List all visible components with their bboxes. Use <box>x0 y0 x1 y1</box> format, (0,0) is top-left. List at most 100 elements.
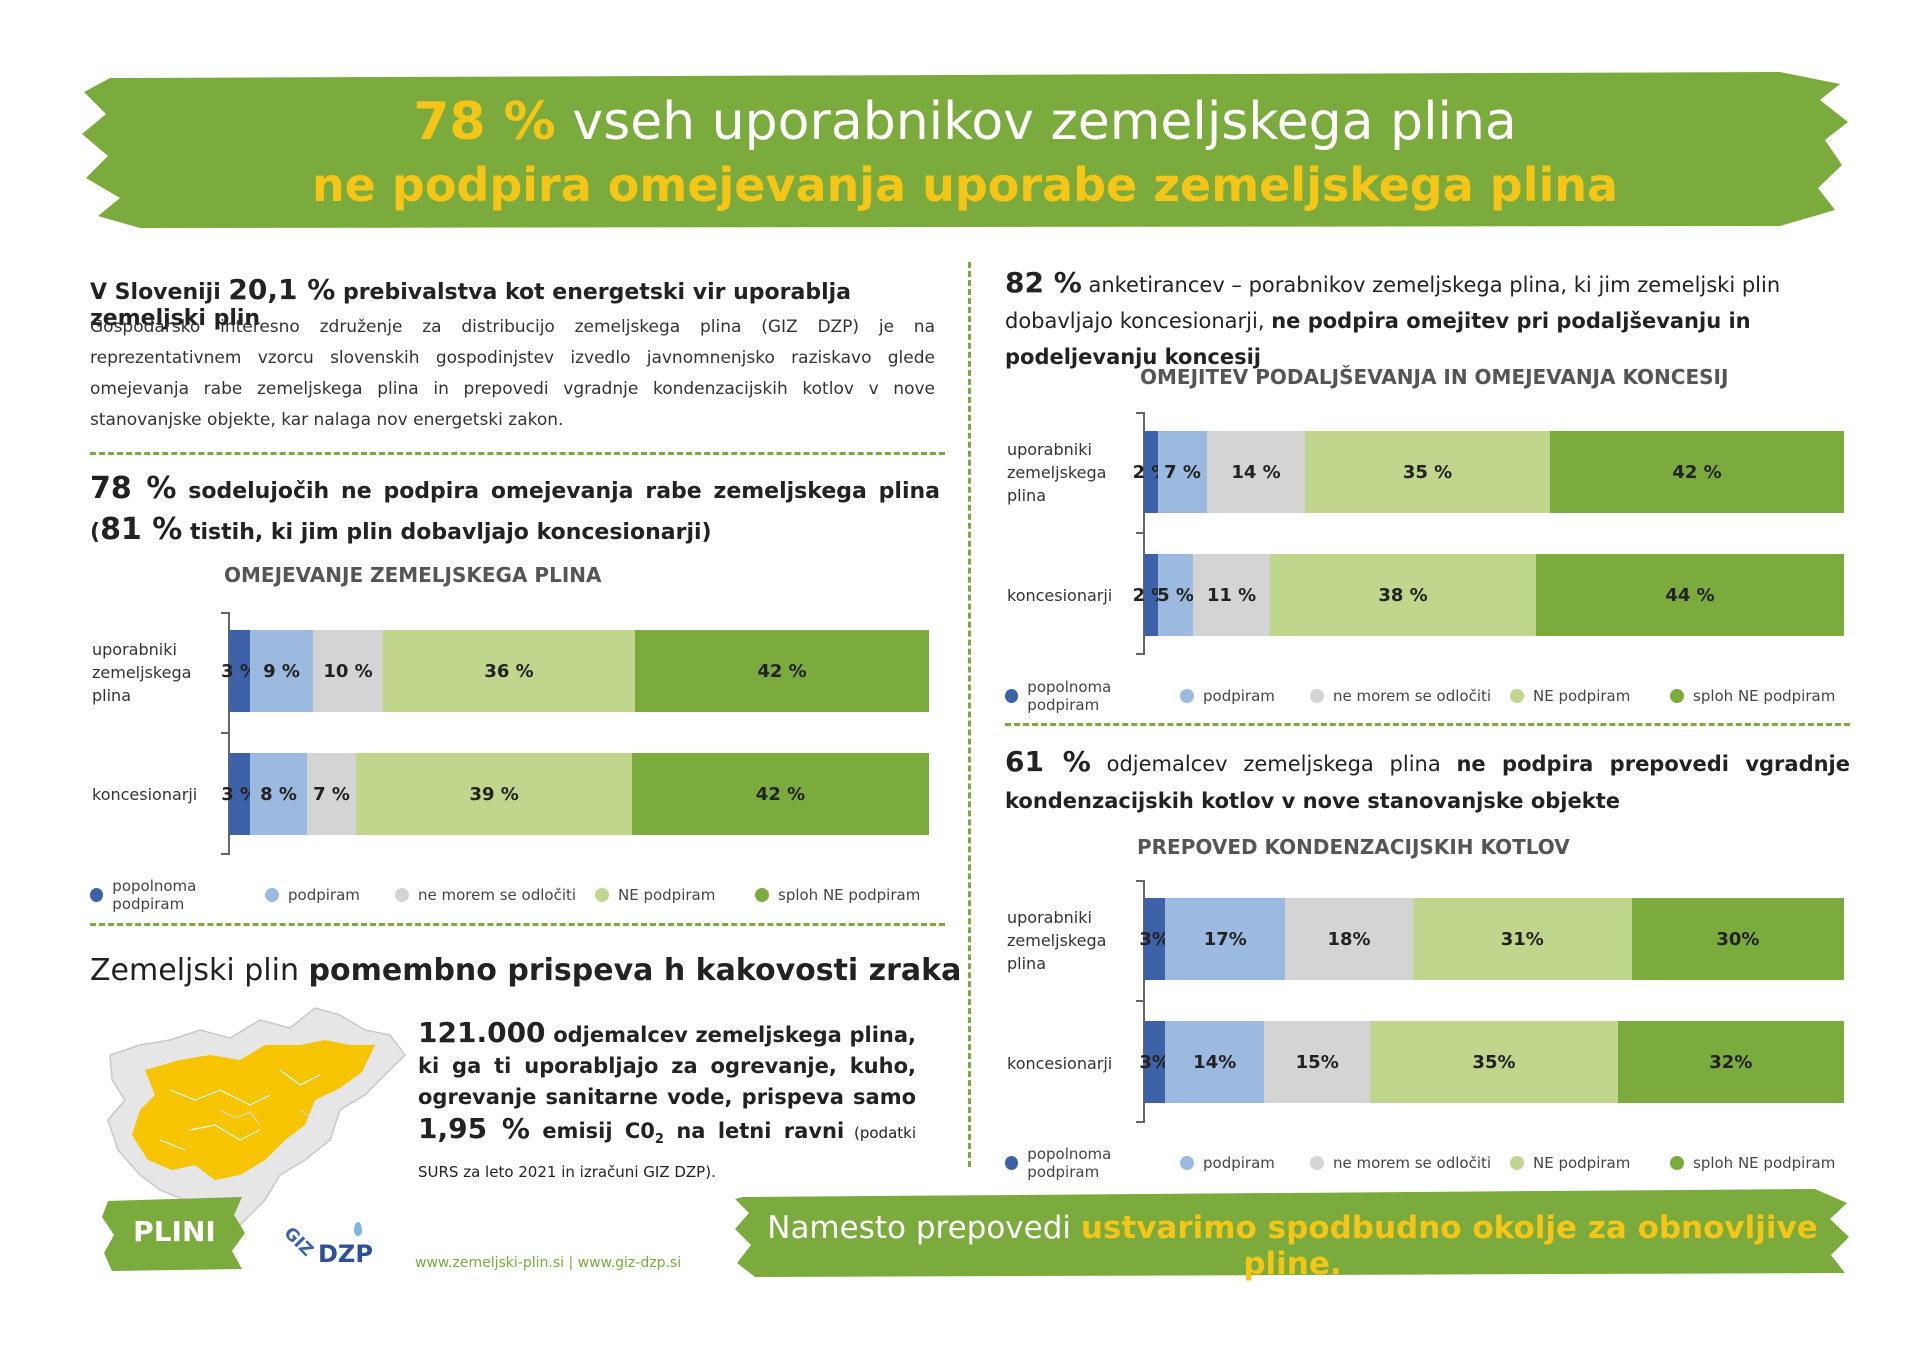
footer-brush-shape <box>735 1189 1849 1277</box>
website-links[interactable]: www.zemeljski-plin.si | www.giz-dzp.si <box>415 1255 682 1271</box>
air-source-note: (podatki SURS za leto 2021 in izračuni G… <box>418 1124 916 1182</box>
section2-number: 82 % <box>1005 266 1082 299</box>
legend-item: sploh NE podpiram <box>1670 1154 1840 1172</box>
legend-item: NE podpiram <box>595 886 755 904</box>
divider-left-1 <box>90 452 945 455</box>
chart3-bar-row-1: 3% 17% 18% 31% 30% <box>1139 898 1844 980</box>
legend-item: sploh NE podpiram <box>1670 687 1840 705</box>
chart1-title: OMEJEVANJE ZEMELJSKEGA PLINA <box>224 563 602 587</box>
legend-dot-icon <box>1310 689 1324 703</box>
legend-item: ne morem se odločiti <box>1310 1154 1510 1172</box>
chart2-row1-segment-5: 42 % <box>1550 431 1844 513</box>
section3-number: 61 % <box>1005 745 1091 778</box>
legend-dot-icon <box>1180 689 1194 703</box>
chart2-row2-segment-3: 11 % <box>1193 554 1270 636</box>
legend-label: ne morem se odločiti <box>1333 1154 1492 1172</box>
air-title: Zemeljski plin pomembno prispeva h kakov… <box>90 953 961 988</box>
flame-icon <box>354 1222 362 1236</box>
chart3-tick-2 <box>1136 1000 1144 1002</box>
legend-item: popolnoma podpiram <box>90 877 265 913</box>
air-subscript: 2 <box>654 1132 664 1148</box>
section2-bold: ne podpira omejitev pri podaljševanju in… <box>1005 309 1751 369</box>
air-text2: emisij C0 <box>529 1119 655 1143</box>
chart1-row2-segment-1: 3 % <box>221 753 258 835</box>
section2-text1: anketirancev – porabnikov zemeljskega pl… <box>1005 273 1781 333</box>
legend-label: popolnoma podpiram <box>112 877 197 913</box>
chart1-row-label-1: uporabniki zemeljskega plina <box>92 640 192 705</box>
chart2-row-label-2: koncesionarji <box>1007 586 1113 605</box>
section1-number2: 81 % <box>100 512 183 547</box>
air-number2: 1,95 % <box>418 1112 530 1145</box>
chart2-tick-2 <box>1136 532 1144 534</box>
legend-label: popolnoma podpiram <box>1027 1145 1112 1181</box>
chart1-row1-segment-2: 9 % <box>250 630 313 712</box>
legend-dot-icon <box>1670 1156 1684 1170</box>
legend-dot-icon <box>1510 689 1524 703</box>
chart2-title: OMEJITEV PODALJŠEVANJA IN OMEJEVANJA KON… <box>1140 365 1729 389</box>
chart3-row1-segment-4: 31% <box>1412 898 1632 980</box>
header-line-1: 78 % vseh uporabnikov zemeljskega plina <box>80 92 1850 152</box>
chart2-row1-segment-1: 2 % <box>1133 431 1169 513</box>
chart2-row-label-1: uporabniki zemeljskega plina <box>1007 440 1107 505</box>
chart2-bar-row-1: 2 % 7 % 14 % 35 % 42 % <box>1133 431 1844 513</box>
footer-text-pre: Namesto prepovedi <box>767 1210 1081 1246</box>
legend-dot-icon <box>265 888 279 902</box>
chart1-tick-3 <box>221 853 229 855</box>
intro-paragraph: Gospodarsko interesno združenje za distr… <box>90 317 935 430</box>
chart3-tick-3 <box>1136 1121 1144 1123</box>
section3-text1: odjemalcev zemeljskega plina <box>1090 752 1457 776</box>
chart3-row-label-1: uporabniki zemeljskega plina <box>1007 908 1107 973</box>
chart1-legend: popolnoma podpiram podpiram ne morem se od… <box>90 877 940 913</box>
chart3-title: PREPOVED KONDENZACIJSKIH KOTLOV <box>1137 835 1570 859</box>
intro-heading-post: prebivalstva kot energetski vir uporablj… <box>90 280 852 331</box>
chart2-row2-segment-2: 5 % <box>1157 554 1194 636</box>
air-paragraph: 121.000 odjemalcev zemeljskega plina, ki… <box>418 1017 916 1188</box>
footer-text: Namesto prepovedi ustvarimo spodbudno ok… <box>735 1210 1850 1282</box>
chart1-row2-segment-3: 7 % <box>306 753 357 835</box>
air-title-pre: Zemeljski plin <box>90 953 309 988</box>
section3-bold: ne podpira prepovedi vgradnje kondenzaci… <box>1005 752 1850 813</box>
chart1-row2-segment-2: 8 % <box>250 753 307 835</box>
chart3-row2-segment-4: 35% <box>1370 1021 1618 1103</box>
chart1-row1-segment-5: 42 % <box>635 630 929 712</box>
plini-logo: PLINI <box>102 1195 247 1273</box>
legend-dot-icon <box>1310 1156 1324 1170</box>
section1-heading: 78 % sodelujočih ne podpira omejevanja r… <box>90 470 940 552</box>
legend-item: sploh NE podpiram <box>755 886 925 904</box>
legend-dot-icon <box>1005 1156 1019 1170</box>
header-line-2: ne podpira omejevanja uporabe zemeljskeg… <box>311 158 1619 212</box>
chart2-row1-segment-4: 35 % <box>1305 431 1550 513</box>
slovenia-map-drawing <box>107 1007 406 1226</box>
chart1-row2-segment-4: 39 % <box>356 753 632 835</box>
legend-label: podpiram <box>288 886 360 904</box>
chart3-row1-segment-2: 17% <box>1165 898 1286 980</box>
divider-left-2 <box>90 923 945 926</box>
chart3-row2-segment-3: 15% <box>1264 1021 1371 1103</box>
footer-text-bold: ustvarimo spodbudno okolje za obnovljive… <box>1080 1210 1818 1282</box>
legend-label: sploh NE podpiram <box>1693 1154 1836 1172</box>
legend-label: popolnoma podpiram <box>1027 678 1112 714</box>
chart1-bar-row-1: 3 % 9 % 10 % 36 % 42 % <box>221 630 929 712</box>
legend-label: sploh NE podpiram <box>778 886 921 904</box>
legend-dot-icon <box>755 888 769 902</box>
chart1-tick-1 <box>221 612 229 614</box>
chart1-axis <box>228 612 230 855</box>
section1-text1: sodelujočih ne podpira omejevanja rabe z… <box>90 479 940 545</box>
legend-label: ne morem se odločiti <box>1333 687 1492 705</box>
giz-dzp-logo: GIZ DZP <box>280 1222 377 1268</box>
chart3-row-label-2: koncesionarji <box>1007 1054 1113 1073</box>
chart1-tick-2 <box>221 732 229 734</box>
dzp-logo-text: DZP <box>318 1240 373 1268</box>
legend-label: NE podpiram <box>618 886 716 904</box>
section3-heading: 61 % odjemalcev zemeljskega plina ne pod… <box>1005 743 1850 820</box>
chart3-tick-1 <box>1136 880 1144 882</box>
header-banner: 78 % vseh uporabnikov zemeljskega plina … <box>80 70 1850 230</box>
chart2-row1-segment-3: 14 % <box>1207 431 1305 513</box>
legend-item: NE podpiram <box>1510 1154 1670 1172</box>
chart3-row2-segment-5: 32% <box>1617 1021 1844 1103</box>
legend-item: ne morem se odločiti <box>1310 687 1510 705</box>
section1-number: 78 % <box>90 471 177 506</box>
legend-item: NE podpiram <box>1510 687 1670 705</box>
vertical-divider <box>968 262 971 1167</box>
chart3-bar-row-2: 3% 14% 15% 35% 32% <box>1139 1021 1844 1103</box>
